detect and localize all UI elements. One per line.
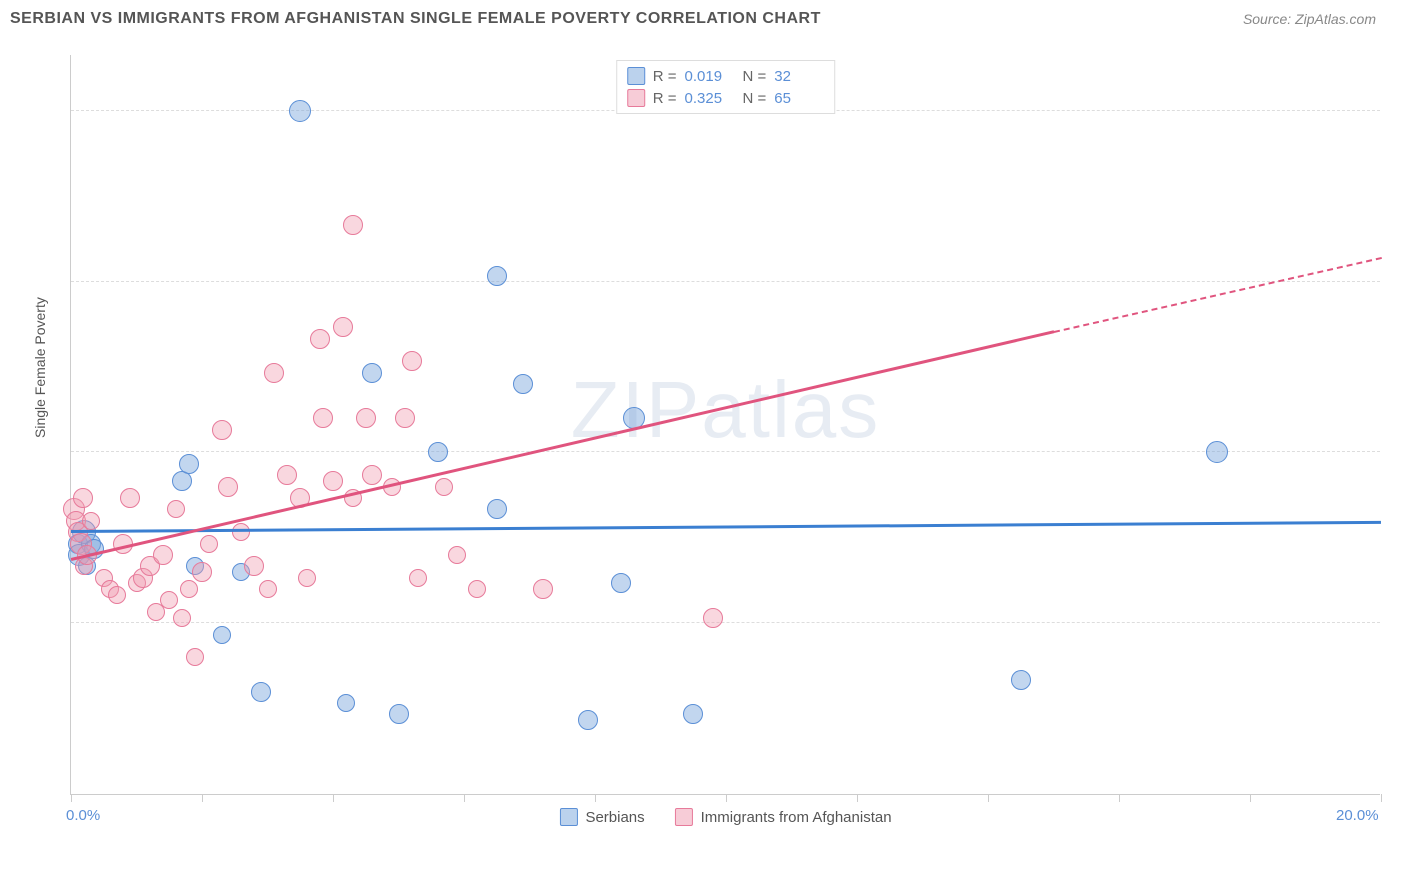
x-tick — [333, 794, 334, 802]
n-label: N = — [743, 68, 767, 85]
scatter-point — [487, 499, 507, 519]
legend-label: Serbians — [585, 809, 644, 826]
trend-line — [1053, 257, 1381, 333]
scatter-point — [395, 408, 415, 428]
scatter-point — [153, 545, 173, 565]
scatter-point — [232, 523, 250, 541]
r-label: R = — [653, 90, 677, 107]
scatter-point — [251, 682, 271, 702]
scatter-point — [323, 471, 343, 491]
legend-item: Serbians — [559, 808, 644, 826]
scatter-point — [683, 704, 703, 724]
scatter-point — [200, 535, 218, 553]
legend-label: Immigrants from Afghanistan — [701, 809, 892, 826]
chart-container: Single Female Poverty ZIPatlas R =0.019N… — [50, 55, 1380, 820]
scatter-point — [160, 591, 178, 609]
r-value: 0.325 — [685, 90, 735, 107]
scatter-point — [259, 580, 277, 598]
x-tick — [464, 794, 465, 802]
scatter-point — [167, 500, 185, 518]
trend-line — [71, 521, 1381, 533]
scatter-point — [428, 442, 448, 462]
scatter-point — [356, 408, 376, 428]
gridline — [71, 451, 1380, 452]
scatter-point — [337, 694, 355, 712]
scatter-point — [533, 579, 553, 599]
scatter-point — [108, 586, 126, 604]
scatter-point — [186, 648, 204, 666]
legend-correlation: R = 0.019 N = 32 R = 0.325 N = 65 — [616, 60, 836, 114]
scatter-point — [179, 454, 199, 474]
scatter-point — [703, 608, 723, 628]
scatter-point — [120, 488, 140, 508]
y-axis-label: Single Female Poverty — [32, 297, 48, 438]
scatter-point — [213, 626, 231, 644]
legend-swatch — [559, 808, 577, 826]
x-tick-label: 20.0% — [1336, 807, 1379, 824]
scatter-point — [409, 569, 427, 587]
r-value: 0.019 — [685, 68, 735, 85]
x-tick — [1119, 794, 1120, 802]
legend-row: R = 0.019 N = 32 — [627, 65, 825, 87]
x-tick — [595, 794, 596, 802]
scatter-point — [487, 266, 507, 286]
legend-row: R = 0.325 N = 65 — [627, 87, 825, 109]
chart-source: Source: ZipAtlas.com — [1243, 11, 1376, 27]
legend-swatch — [627, 89, 645, 107]
r-label: R = — [653, 68, 677, 85]
scatter-point — [343, 215, 363, 235]
legend-swatch — [675, 808, 693, 826]
scatter-point — [1206, 441, 1228, 463]
scatter-point — [389, 704, 409, 724]
gridline — [71, 622, 1380, 623]
scatter-point — [611, 573, 631, 593]
x-tick — [726, 794, 727, 802]
scatter-point — [1011, 670, 1031, 690]
plot-area: ZIPatlas R =0.019N =32R =0.325N =65 Serb… — [70, 55, 1380, 795]
scatter-point — [435, 478, 453, 496]
x-tick — [988, 794, 989, 802]
scatter-point — [73, 488, 93, 508]
scatter-point — [264, 363, 284, 383]
x-tick — [71, 794, 72, 802]
scatter-point — [192, 562, 212, 582]
scatter-point — [244, 556, 264, 576]
n-value: 32 — [774, 68, 824, 85]
x-tick — [857, 794, 858, 802]
x-tick — [1381, 794, 1382, 802]
n-label: N = — [743, 90, 767, 107]
scatter-point — [289, 100, 311, 122]
n-value: 65 — [774, 90, 824, 107]
gridline — [71, 281, 1380, 282]
scatter-point — [218, 477, 238, 497]
legend-series: Serbians Immigrants from Afghanistan — [559, 808, 891, 826]
scatter-point — [362, 465, 382, 485]
legend-item: Immigrants from Afghanistan — [675, 808, 892, 826]
scatter-point — [298, 569, 316, 587]
scatter-point — [333, 317, 353, 337]
x-tick — [202, 794, 203, 802]
scatter-point — [513, 374, 533, 394]
scatter-point — [402, 351, 422, 371]
scatter-point — [173, 609, 191, 627]
scatter-point — [82, 512, 100, 530]
scatter-point — [172, 471, 192, 491]
scatter-point — [468, 580, 486, 598]
scatter-point — [277, 465, 297, 485]
scatter-point — [578, 710, 598, 730]
scatter-point — [313, 408, 333, 428]
x-tick — [1250, 794, 1251, 802]
scatter-point — [212, 420, 232, 440]
legend-swatch — [627, 67, 645, 85]
scatter-point — [310, 329, 330, 349]
scatter-point — [180, 580, 198, 598]
x-tick-label: 0.0% — [66, 807, 100, 824]
scatter-point — [448, 546, 466, 564]
chart-header: SERBIAN VS IMMIGRANTS FROM AFGHANISTAN S… — [0, 0, 1406, 28]
scatter-point — [362, 363, 382, 383]
chart-title: SERBIAN VS IMMIGRANTS FROM AFGHANISTAN S… — [10, 10, 821, 28]
watermark: ZIPatlas — [571, 364, 880, 456]
